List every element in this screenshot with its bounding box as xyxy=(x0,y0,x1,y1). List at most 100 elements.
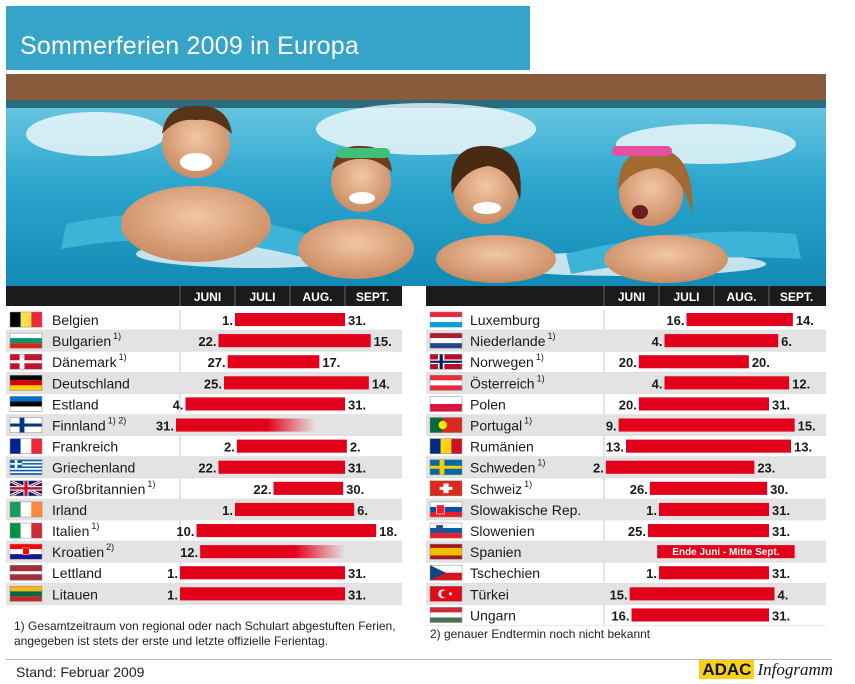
nl-flag-icon xyxy=(429,332,463,349)
table-row: Schweiz 1) 26. 30. xyxy=(426,479,826,500)
start-date-label: 2. xyxy=(593,461,604,476)
footnote-marker: 1) xyxy=(537,458,545,468)
start-date-label: 1. xyxy=(646,503,657,518)
end-date-label: 31. xyxy=(772,503,790,518)
holiday-bar xyxy=(659,566,769,580)
stand-date: Stand: Februar 2009 xyxy=(16,664,145,680)
start-date-label: 22. xyxy=(253,482,271,497)
holiday-bar xyxy=(686,313,793,327)
country-label: Rumänien xyxy=(470,439,534,455)
end-date-label: 31. xyxy=(348,566,366,581)
country-label: Großbritannien xyxy=(52,481,145,497)
holiday-bar xyxy=(180,587,345,601)
month-header-aug: AUG. xyxy=(727,290,757,304)
end-date-label: 15. xyxy=(374,334,392,349)
adac-logo: ADAC xyxy=(699,660,755,679)
ro-flag-icon xyxy=(429,438,463,454)
table-row: Deutschland 25. 14. xyxy=(6,372,402,394)
bar-text-label: Ende Juni - Mitte Sept. xyxy=(672,547,779,558)
pt-flag-icon xyxy=(429,417,463,433)
gb-flag-icon xyxy=(9,479,43,498)
hr-flag-icon xyxy=(9,543,43,560)
country-label: Bulgarien xyxy=(52,333,111,349)
country-label: Kroatien xyxy=(52,544,104,560)
pl-flag-icon xyxy=(429,396,463,412)
holiday-bar xyxy=(273,481,344,495)
lt-flag-icon xyxy=(9,586,43,602)
end-date-label: 12. xyxy=(792,376,810,391)
end-date-label: 31. xyxy=(348,397,366,412)
start-date-label: 26. xyxy=(630,482,648,497)
footnote-marker: 1) xyxy=(91,521,99,531)
start-date-label: 22. xyxy=(198,461,216,476)
end-date-label: 31. xyxy=(772,397,790,412)
table-row: Irland 1. 6. xyxy=(6,498,402,521)
end-date-label: 18. xyxy=(379,524,397,539)
country-label: Schweden xyxy=(470,460,535,476)
table-row: Spanien Ende Juni - Mitte Sept. xyxy=(426,541,826,563)
start-date-label: 10. xyxy=(176,524,194,539)
table-row: Lettland 1. 31. xyxy=(6,565,402,584)
footnote-marker: 1) xyxy=(524,416,532,426)
end-date-label: 6. xyxy=(781,334,792,349)
table-row: Norwegen 1) 20. 20. xyxy=(426,352,826,373)
country-label: Slowakische Rep. xyxy=(470,502,581,518)
footnote-marker: 1) xyxy=(113,331,121,341)
infogramm-label: Infogramm xyxy=(757,660,833,679)
month-header-juni: JUNI xyxy=(618,290,645,304)
hu-flag-icon xyxy=(429,607,463,623)
month-header-juli: JULI xyxy=(249,290,275,304)
start-date-label: 15. xyxy=(610,587,628,602)
table-row: Niederlande 1) 4. 6. xyxy=(426,330,826,352)
be-flag-icon xyxy=(9,311,43,328)
country-label: Türkei xyxy=(470,586,509,602)
start-date-label: 16. xyxy=(611,608,629,623)
de-flag-icon xyxy=(9,375,43,391)
table-row: Belgien 1. 31. xyxy=(6,312,402,331)
start-date-label: 1. xyxy=(167,587,178,602)
fi-flag-icon xyxy=(9,417,43,433)
holiday-bar xyxy=(180,566,345,580)
start-date-label: 9. xyxy=(606,419,617,434)
se-flag-icon xyxy=(429,459,463,476)
start-date-label: 1. xyxy=(222,313,233,328)
holiday-bar xyxy=(648,524,769,538)
start-date-label: 16. xyxy=(666,313,684,328)
month-header-aug: AUG. xyxy=(303,290,333,304)
country-label: Portugal xyxy=(470,418,522,434)
end-date-label: 14. xyxy=(372,376,390,391)
holiday-bar xyxy=(224,376,369,390)
holiday-bar xyxy=(631,608,769,622)
table-row: Kroatien 2) 12. xyxy=(6,541,402,563)
es-flag-icon xyxy=(429,543,463,560)
country-label: Schweiz xyxy=(470,481,522,497)
holiday-bar xyxy=(629,587,775,601)
dk-flag-icon xyxy=(9,353,43,370)
holiday-bar xyxy=(664,376,790,390)
start-date-label: 25. xyxy=(628,524,646,539)
end-date-label: 15. xyxy=(798,419,816,434)
si-flag-icon xyxy=(429,522,463,539)
end-date-label: 2. xyxy=(350,440,361,455)
country-label: Litauen xyxy=(52,586,98,602)
holiday-bar xyxy=(227,355,320,369)
country-label: Lettland xyxy=(52,565,102,581)
end-date-label: 30. xyxy=(770,482,788,497)
country-label: Norwegen xyxy=(470,354,534,370)
holiday-bar xyxy=(638,397,769,411)
start-date-label: 20. xyxy=(619,397,637,412)
country-label: Niederlande xyxy=(470,333,546,349)
country-label: Spanien xyxy=(470,544,521,560)
holiday-bar xyxy=(196,524,377,538)
table-row: Finnland 1) 2) 31. xyxy=(6,414,402,436)
footnote-marker: 1) xyxy=(147,479,155,489)
start-date-label: 12. xyxy=(180,545,198,560)
end-date-label: 4. xyxy=(778,587,789,602)
holiday-bar xyxy=(605,460,755,474)
footnote-1: 1) Gesamtzeitraum von regional oder nach… xyxy=(14,619,396,648)
children-in-pool-photo xyxy=(6,74,826,286)
end-date-label: 13. xyxy=(794,440,812,455)
table-row: Großbritannien 1) 22. 30. xyxy=(6,479,402,500)
ie-flag-icon xyxy=(9,501,43,518)
